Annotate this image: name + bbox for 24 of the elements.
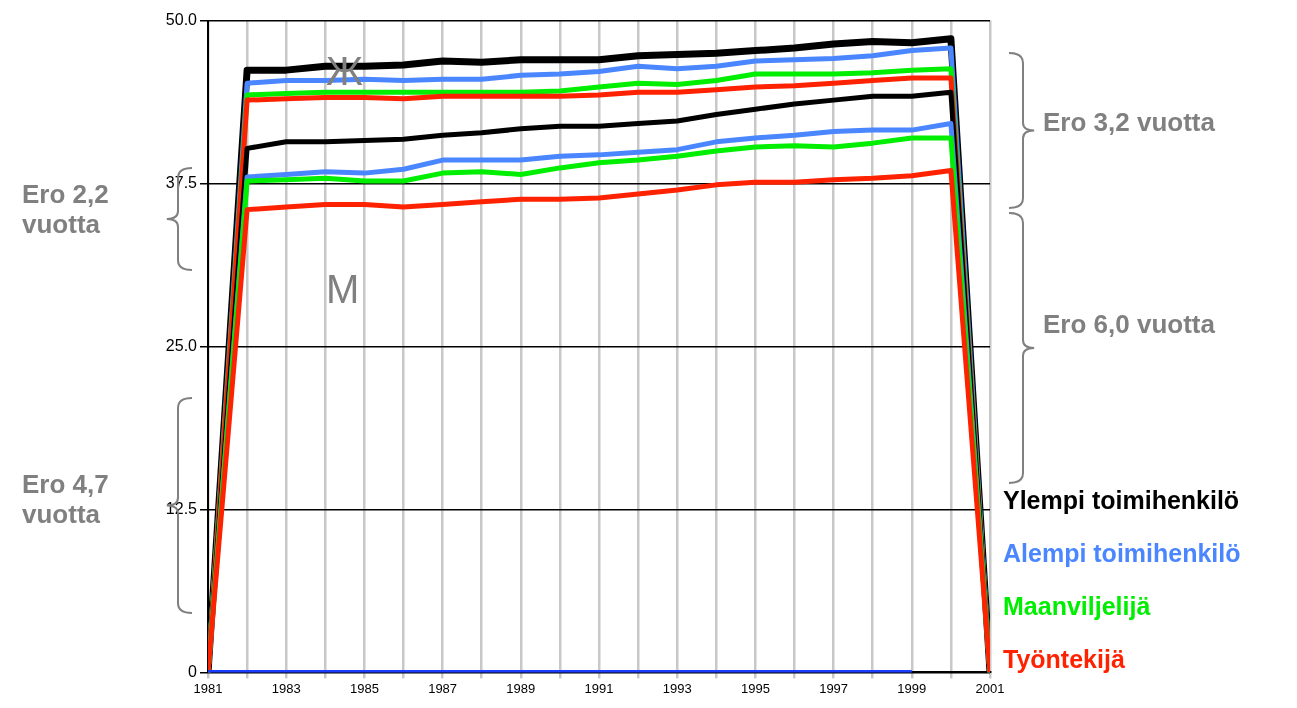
text: Ero 4,7 vuotta [22, 469, 110, 530]
y-tick-label: 50.0 [165, 11, 198, 29]
y-tick-label: 0 [188, 662, 198, 680]
annotation: M [326, 266, 361, 312]
y-tick-label: 25.0 [165, 336, 198, 354]
series-label: Maanviljelijä [1003, 592, 1152, 622]
x-tick-label: 1981 [193, 680, 223, 696]
text: Ero 3,2 vuotta [1043, 107, 1216, 138]
annotation: Ж [326, 48, 364, 94]
x-tick-label: 1987 [428, 680, 458, 696]
x-tick-label: 1997 [819, 680, 849, 696]
x-tick-label: 1993 [662, 680, 692, 696]
series-label: Ylempi toimihenkilö [1003, 486, 1241, 516]
series-label: Työntekijä [1003, 645, 1126, 675]
x-tick-label: 1995 [740, 680, 770, 696]
x-tick-label: 2001 [975, 680, 1005, 696]
series-label: Alempi toimihenkilö [1003, 539, 1241, 569]
x-tick-label: 1989 [506, 680, 536, 696]
x-tick-label: 1999 [897, 680, 927, 696]
text: Ero 2,2 vuotta [22, 179, 110, 240]
x-tick-label: 1991 [584, 680, 614, 696]
x-tick-label: 1983 [271, 680, 301, 696]
text: Ero 6,0 vuotta [1043, 309, 1216, 340]
x-tick-label: 1985 [349, 680, 379, 696]
